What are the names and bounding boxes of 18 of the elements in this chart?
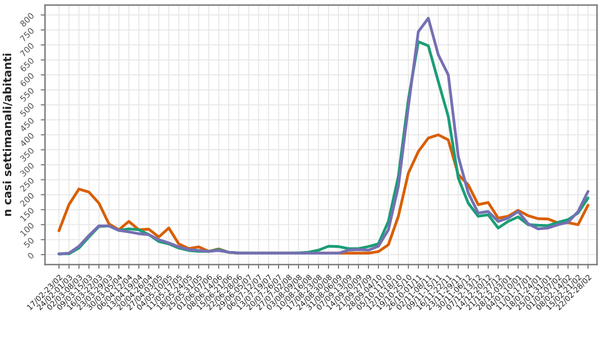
y-axis-title: n casi settimanali/abitanti <box>2 54 12 216</box>
y-tick-label: 150 <box>20 207 34 222</box>
y-tick-label: 50 <box>23 237 34 248</box>
y-tick-label: 750 <box>20 27 34 42</box>
y-tick-label: 550 <box>20 87 34 102</box>
y-tick-label: 500 <box>20 102 34 118</box>
y-tick-label: 650 <box>20 57 34 72</box>
y-tick-label: 300 <box>20 162 34 177</box>
y-tick-label: 800 <box>20 12 34 28</box>
y-tick-label: 100 <box>20 222 34 237</box>
y-tick-label: 450 <box>19 117 34 132</box>
y-tick-label: 250 <box>20 177 34 192</box>
y-tick-label: 200 <box>20 192 34 207</box>
y-tick-label: 0 <box>27 252 34 260</box>
y-tick-label: 400 <box>19 132 34 148</box>
y-tick-label: 600 <box>20 72 34 88</box>
y-tick-label: 700 <box>20 42 34 58</box>
y-tick-label: 350 <box>20 147 34 162</box>
